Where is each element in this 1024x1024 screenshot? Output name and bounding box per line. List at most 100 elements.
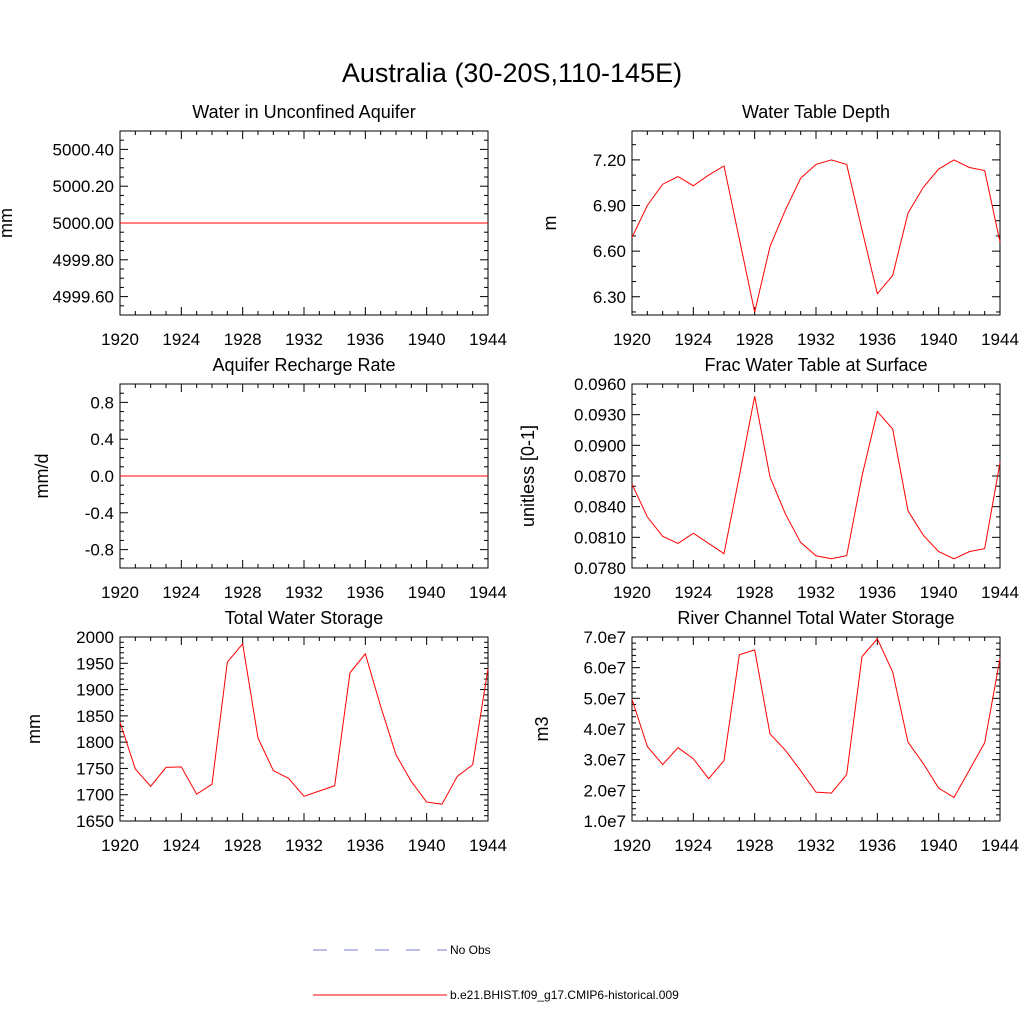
y-tick-label: 6.90 xyxy=(593,197,626,216)
y-tick-label: 1650 xyxy=(76,812,114,831)
y-tick-label: 1750 xyxy=(76,759,114,778)
x-tick-label: 1940 xyxy=(408,836,446,855)
panels-group: 1920 1924 1928 1932 1936 1940 1944 4999.60 4999.… xyxy=(0,102,1019,855)
y-tick-label: 4999.60 xyxy=(53,288,114,307)
x-tick-label: 1944 xyxy=(469,330,507,349)
panel-5: 1920 1924 1928 1932 1936 1940 1944 1650 1700 1750… xyxy=(24,608,507,855)
x-tick-label: 1940 xyxy=(920,583,958,602)
x-tick-label: 1924 xyxy=(162,836,200,855)
y-axis-label: mm xyxy=(24,714,44,744)
y-tick-label: 4999.80 xyxy=(53,251,114,270)
y-tick-label: 5.0e7 xyxy=(583,689,626,708)
x-tick-label: 1944 xyxy=(469,583,507,602)
panel-title: Aquifer Recharge Rate xyxy=(212,355,395,375)
series-line xyxy=(631,396,1001,560)
x-tick-label: 1944 xyxy=(469,836,507,855)
x-tick-label: 1928 xyxy=(224,836,262,855)
y-tick-label: 0.0840 xyxy=(574,498,626,517)
y-axis-label: mm/d xyxy=(32,454,52,499)
y-tick-label: 1900 xyxy=(76,681,114,700)
y-tick-label: 5000.20 xyxy=(53,177,114,196)
x-tick-label: 1928 xyxy=(736,583,774,602)
series-line xyxy=(631,637,1001,799)
x-tick-label: 1924 xyxy=(674,836,712,855)
y-tick-label: 7.20 xyxy=(593,151,626,170)
x-tick-label: 1920 xyxy=(613,330,651,349)
x-tick-label: 1920 xyxy=(101,330,139,349)
x-tick-label: 1928 xyxy=(224,583,262,602)
y-tick-label: 7.0e7 xyxy=(583,628,626,647)
y-tick-label: 0.0810 xyxy=(574,528,626,547)
x-tick-label: 1924 xyxy=(674,330,712,349)
y-tick-label: 4.0e7 xyxy=(583,720,626,739)
x-tick-label: 1920 xyxy=(613,583,651,602)
y-tick-label: 0.8 xyxy=(90,393,114,412)
x-tick-label: 1924 xyxy=(674,583,712,602)
x-tick-label: 1932 xyxy=(285,836,323,855)
y-axis-label: m xyxy=(540,216,560,231)
y-axis-label: unitless [0-1] xyxy=(518,425,538,527)
legend-label-1: No Obs xyxy=(450,943,491,957)
panel-3: 1920 1924 1928 1932 1936 1940 1944 -0.8 -0.4 0.0 0… xyxy=(32,355,507,602)
panel-4: 1920 1924 1928 1932 1936 1940 1944 0.0780 0.0810… xyxy=(518,355,1019,602)
y-tick-label: 1.0e7 xyxy=(583,812,626,831)
x-tick-label: 1928 xyxy=(224,330,262,349)
x-tick-label: 1936 xyxy=(858,330,896,349)
series-line xyxy=(631,159,1001,313)
y-tick-label: 6.60 xyxy=(593,242,626,261)
plot-frame xyxy=(631,130,1001,316)
panel-title: Frac Water Table at Surface xyxy=(704,355,927,375)
y-tick-label: 1950 xyxy=(76,654,114,673)
panel-title: Water Table Depth xyxy=(742,102,890,122)
x-tick-label: 1936 xyxy=(858,583,896,602)
y-tick-label: 0.0 xyxy=(90,467,114,486)
y-axis-label: m3 xyxy=(532,716,552,741)
x-tick-label: 1920 xyxy=(101,583,139,602)
x-tick-label: 1936 xyxy=(346,836,384,855)
legend-label-2: b.e21.BHIST.f09_g17.CMIP6-historical.009 xyxy=(450,988,679,1002)
x-tick-label: 1944 xyxy=(981,836,1019,855)
y-tick-label: 5000.40 xyxy=(53,140,114,159)
x-tick-label: 1940 xyxy=(920,330,958,349)
y-tick-label: 1850 xyxy=(76,707,114,726)
panel-title: Total Water Storage xyxy=(225,608,383,628)
figure-title: Australia (30-20S,110-145E) xyxy=(342,58,682,88)
x-tick-label: 1940 xyxy=(408,583,446,602)
x-tick-label: 1924 xyxy=(162,583,200,602)
panel-2: 1920 1924 1928 1932 1936 1940 1944 6.30 6.60 6.90… xyxy=(540,102,1019,349)
x-tick-label: 1944 xyxy=(981,583,1019,602)
series-line xyxy=(119,642,489,805)
y-tick-label: 1800 xyxy=(76,733,114,752)
y-tick-label: -0.8 xyxy=(85,541,114,560)
panel-title: River Channel Total Water Storage xyxy=(677,608,954,628)
x-tick-label: 1928 xyxy=(736,836,774,855)
panel-1: 1920 1924 1928 1932 1936 1940 1944 4999.60 4999.… xyxy=(0,102,507,349)
y-tick-label: 0.0900 xyxy=(574,436,626,455)
panel-title: Water in Unconfined Aquifer xyxy=(192,102,415,122)
y-tick-label: 0.0960 xyxy=(574,375,626,394)
x-tick-label: 1932 xyxy=(797,330,835,349)
panel-6: 1920 1924 1928 1932 1936 1940 1944 1.0e7 2.0e7 3.… xyxy=(532,608,1019,855)
x-tick-label: 1936 xyxy=(346,583,384,602)
x-tick-label: 1932 xyxy=(285,583,323,602)
y-tick-label: -0.4 xyxy=(85,504,114,523)
y-tick-label: 1700 xyxy=(76,786,114,805)
y-tick-label: 6.30 xyxy=(593,288,626,307)
plot-frame xyxy=(631,636,1001,822)
legend: No Obs b.e21.BHIST.f09_g17.CMIP6-historic… xyxy=(313,943,679,1002)
y-axis-label: mm xyxy=(0,208,16,238)
y-tick-label: 2000 xyxy=(76,628,114,647)
plot-frame xyxy=(631,383,1001,569)
y-tick-label: 6.0e7 xyxy=(583,659,626,678)
y-tick-label: 0.0930 xyxy=(574,406,626,425)
x-tick-label: 1936 xyxy=(346,330,384,349)
x-tick-label: 1920 xyxy=(613,836,651,855)
x-tick-label: 1940 xyxy=(920,836,958,855)
y-tick-label: 5000.00 xyxy=(53,214,114,233)
x-tick-label: 1944 xyxy=(981,330,1019,349)
y-tick-label: 0.0870 xyxy=(574,467,626,486)
x-tick-label: 1932 xyxy=(285,330,323,349)
x-tick-label: 1932 xyxy=(797,836,835,855)
x-tick-label: 1932 xyxy=(797,583,835,602)
